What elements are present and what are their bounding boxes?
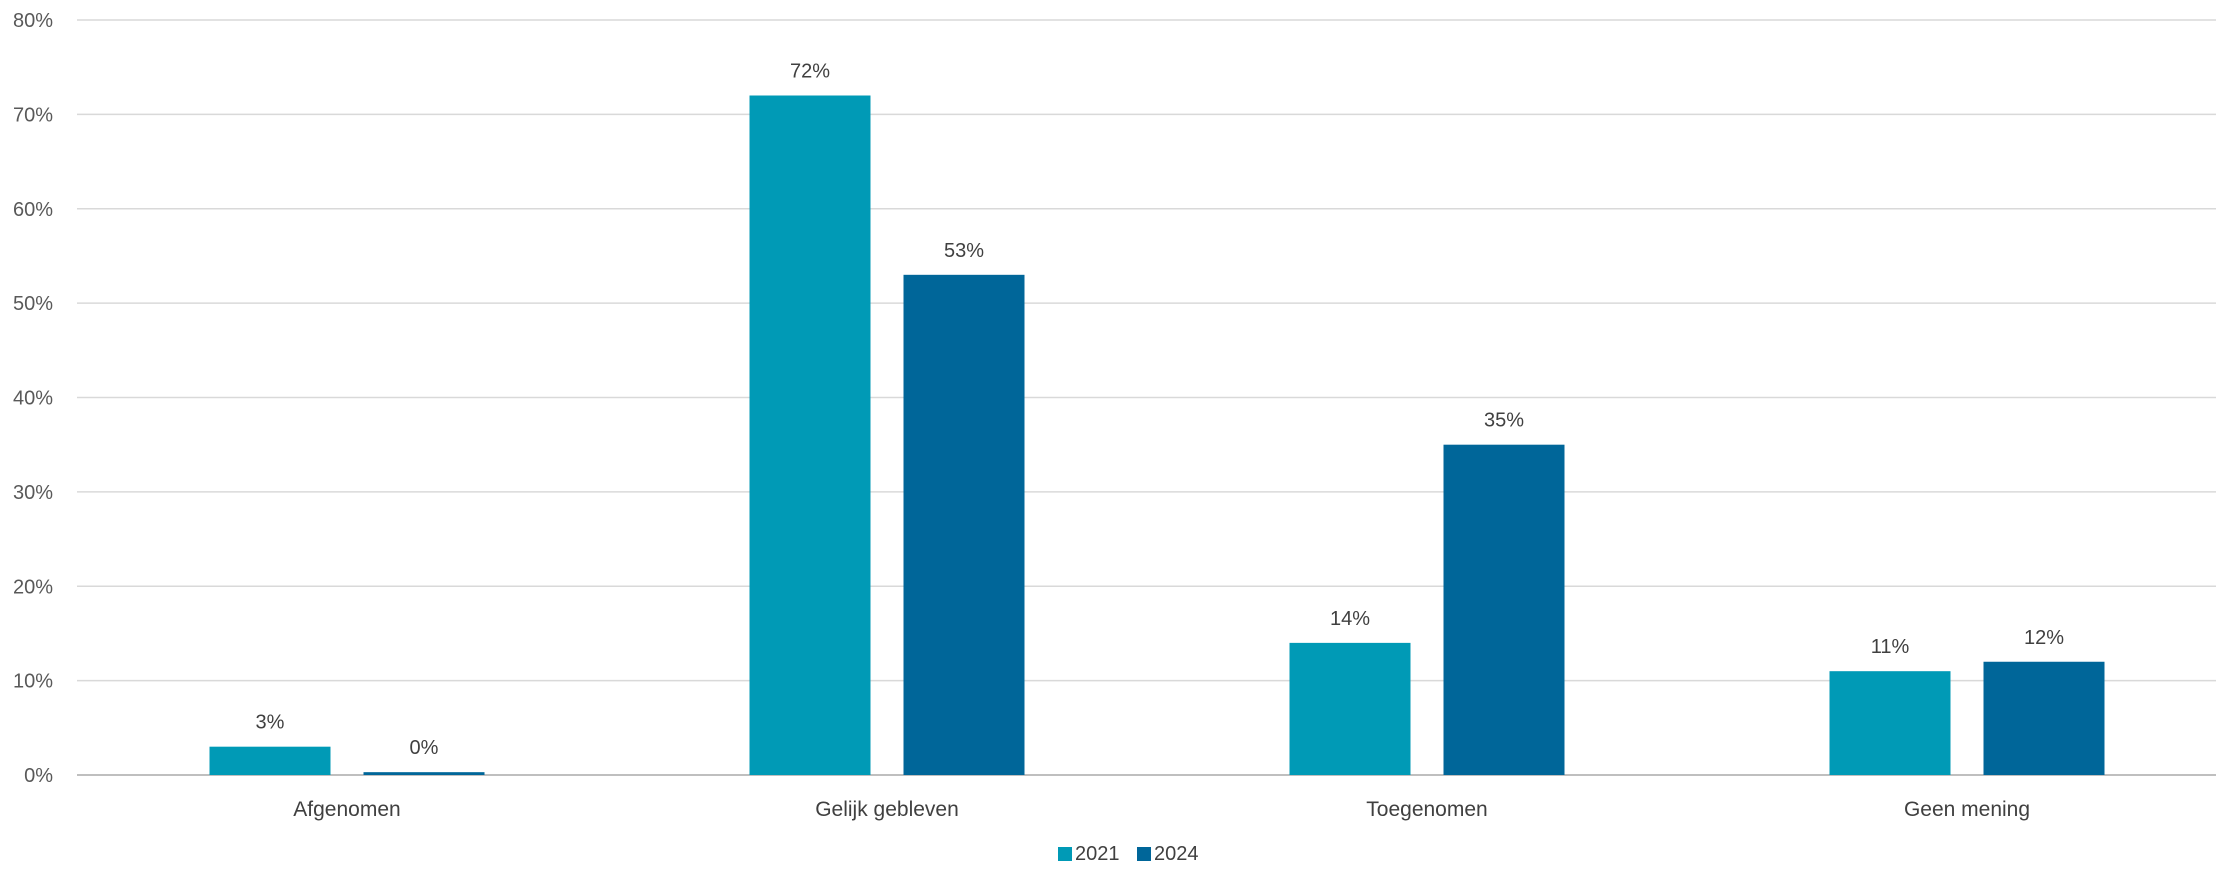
bar-2021-0 <box>209 746 331 775</box>
data-label: 53% <box>944 240 984 262</box>
legend-label: 2021 <box>1075 843 1120 865</box>
y-tick-label: 70% <box>13 104 53 126</box>
bar-2021-2 <box>1289 642 1411 775</box>
y-tick-label: 30% <box>13 482 53 504</box>
category-label: Toegenomen <box>1366 798 1487 821</box>
bar-2024-1 <box>903 274 1025 775</box>
category-label: Afgenomen <box>293 798 400 821</box>
bar-2024-2 <box>1443 444 1565 775</box>
data-label: 12% <box>2024 627 2064 649</box>
data-label: 14% <box>1330 608 1370 630</box>
bar-2024-3 <box>1983 661 2105 775</box>
data-label: 0% <box>410 737 439 759</box>
y-tick-label: 40% <box>13 388 53 410</box>
y-tick-label: 20% <box>13 576 53 598</box>
data-label: 11% <box>1871 636 1910 658</box>
y-tick-label: 0% <box>24 765 53 787</box>
y-tick-label: 10% <box>13 671 53 693</box>
data-label: 35% <box>1484 410 1524 432</box>
legend-swatch-2024 <box>1137 847 1151 861</box>
x-axis-categories: Afgenomen Gelijk gebleven Toegenomen Geen m… <box>293 798 2030 821</box>
y-tick-label: 80% <box>13 10 53 32</box>
bars <box>209 95 2105 775</box>
category-label: Gelijk gebleven <box>815 798 959 821</box>
gridlines <box>77 19 2216 776</box>
y-axis-ticks: 0% 10% 20% 30% 40% 50% 60% 70% 80% <box>13 10 53 787</box>
y-tick-label: 60% <box>13 199 53 221</box>
data-label: 3% <box>256 712 285 734</box>
legend-swatch-2021 <box>1058 847 1072 861</box>
legend-label: 2024 <box>1154 843 1199 865</box>
bar-2021-3 <box>1829 671 1951 775</box>
bar-2021-1 <box>749 95 871 775</box>
bar-2024-0 <box>363 772 485 775</box>
y-tick-label: 50% <box>13 293 53 315</box>
data-label: 72% <box>790 61 830 83</box>
category-label: Geen mening <box>1904 798 2030 821</box>
data-labels: 3% 0% 72% 53% 14% 35% 11% 12% <box>256 61 2065 760</box>
legend: 2021 2024 <box>1058 843 1199 865</box>
